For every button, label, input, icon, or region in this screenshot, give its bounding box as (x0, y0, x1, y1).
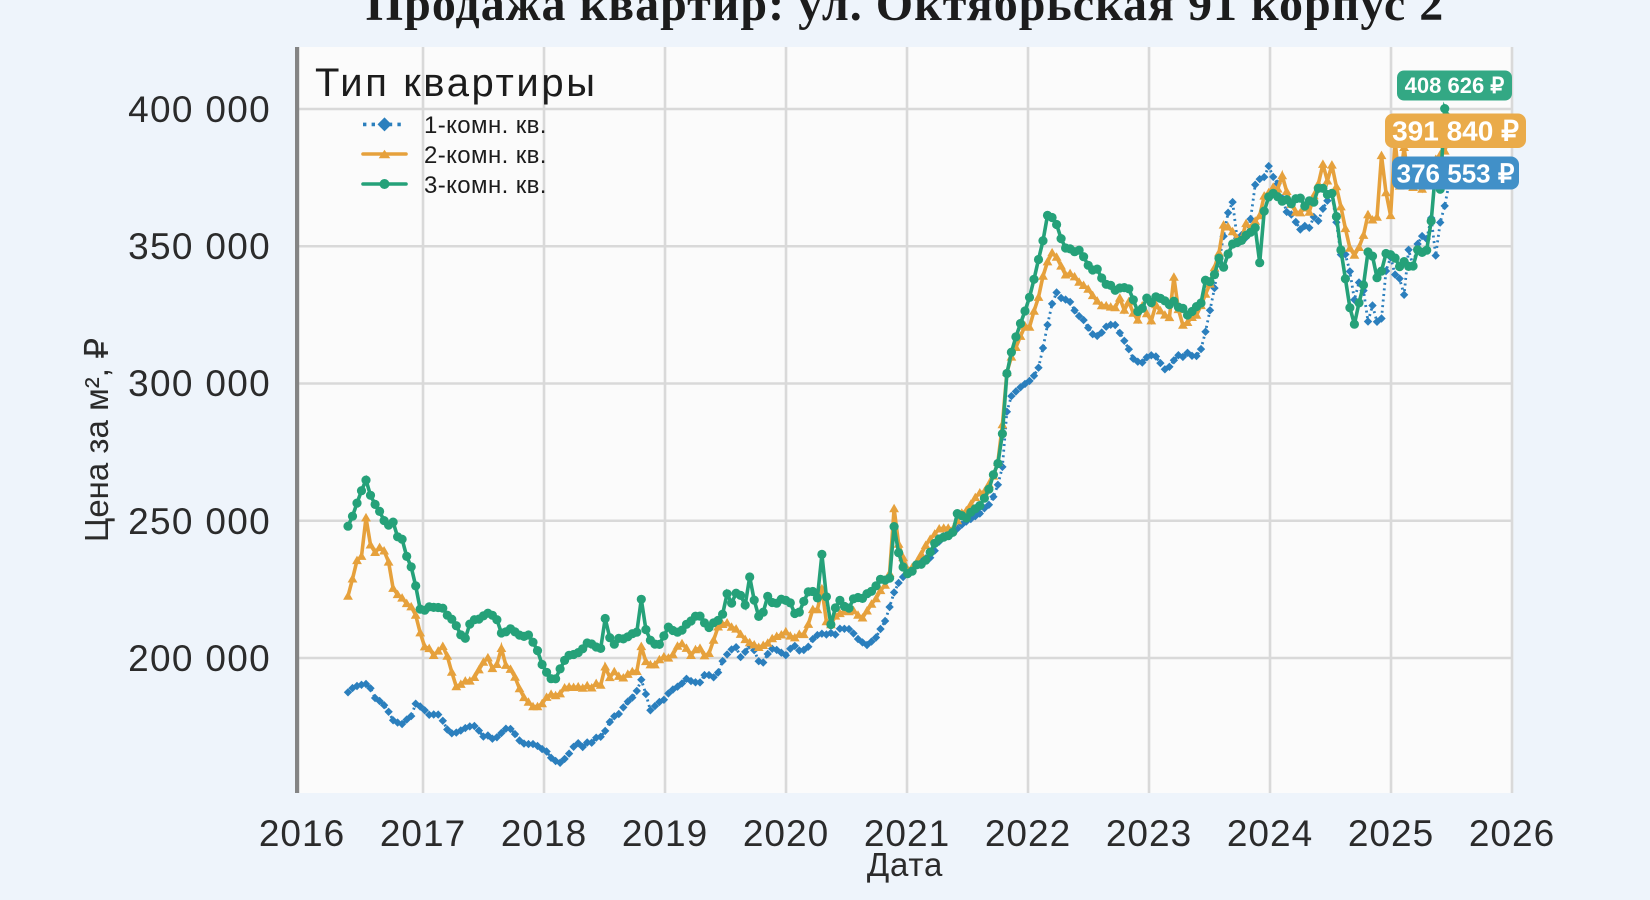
svg-text:2026: 2026 (1469, 813, 1555, 854)
svg-text:Тип квартиры: Тип квартиры (315, 61, 598, 105)
svg-text:2023: 2023 (1106, 813, 1192, 854)
svg-text:2025: 2025 (1348, 813, 1434, 854)
svg-text:2022: 2022 (985, 813, 1071, 854)
svg-text:376 553 ₽: 376 553 ₽ (1397, 159, 1515, 189)
svg-text:200 000: 200 000 (128, 638, 271, 679)
svg-text:350 000: 350 000 (128, 226, 271, 267)
svg-text:408 626 ₽: 408 626 ₽ (1405, 73, 1505, 98)
svg-text:Цена за м², ₽: Цена за м², ₽ (78, 338, 115, 542)
svg-text:Дата: Дата (867, 846, 943, 883)
svg-text:2019: 2019 (622, 813, 708, 854)
svg-text:250 000: 250 000 (128, 501, 271, 542)
svg-text:2020: 2020 (743, 813, 829, 854)
svg-text:391 840 ₽: 391 840 ₽ (1392, 116, 1519, 147)
svg-text:2016: 2016 (259, 813, 345, 854)
svg-text:1-комн. кв.: 1-комн. кв. (424, 112, 547, 139)
svg-text:Продажа квартир: ул. Октябрьск: Продажа квартир: ул. Октябрьская 91 корп… (366, 0, 1444, 31)
svg-text:2021: 2021 (864, 813, 950, 854)
svg-text:2-комн. кв.: 2-комн. кв. (424, 142, 547, 169)
svg-text:2018: 2018 (501, 813, 587, 854)
svg-text:2024: 2024 (1227, 813, 1313, 854)
svg-text:3-комн. кв.: 3-комн. кв. (424, 172, 547, 199)
svg-text:300 000: 300 000 (128, 363, 271, 404)
svg-text:2017: 2017 (380, 813, 466, 854)
svg-text:400 000: 400 000 (128, 89, 271, 130)
